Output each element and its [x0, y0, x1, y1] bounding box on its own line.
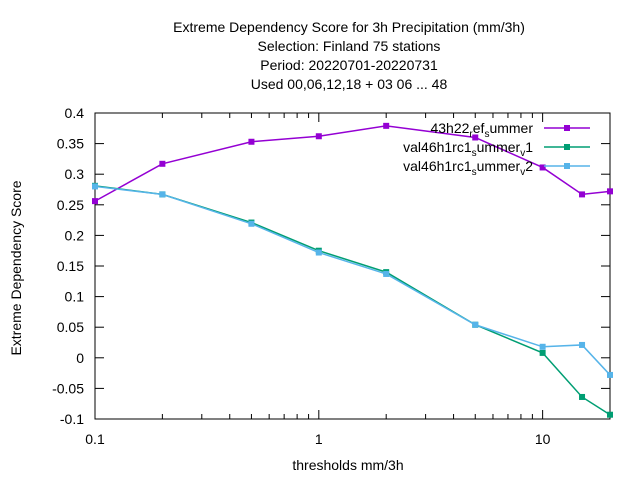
legend-swatch-marker — [564, 163, 570, 169]
y-axis-label: Extreme Dependency Score — [8, 180, 24, 355]
series-line — [94, 185, 611, 416]
legend-label-part: 1 — [525, 139, 533, 155]
data-point — [607, 188, 613, 195]
data-point — [539, 343, 546, 350]
data-point — [159, 160, 166, 167]
data-point — [579, 341, 586, 348]
legend: 43h22refsummerval46h1rc1summerv1val46h1r… — [403, 120, 590, 178]
legend-label-part: ef — [473, 120, 485, 136]
series-2 — [92, 182, 613, 418]
data-point — [472, 134, 479, 141]
data-point — [539, 349, 546, 356]
x-tick-label: 10 — [535, 431, 551, 447]
legend-label-part: ummer — [489, 120, 533, 136]
title-line: Selection: Finland 75 stations — [258, 38, 441, 54]
y-tick-label: 0.15 — [57, 258, 84, 274]
data-point — [579, 191, 586, 198]
x-tick-label: 0.1 — [85, 431, 105, 447]
legend-label-part: ummer — [477, 139, 521, 155]
data-point — [92, 198, 98, 205]
y-tick-label: -0.05 — [52, 380, 84, 396]
legend-label-part: v — [520, 148, 525, 159]
series-1 — [92, 122, 613, 205]
series-line — [94, 185, 611, 376]
y-tick-label: 0 — [76, 350, 84, 366]
y-tick-label: 0.05 — [57, 319, 84, 335]
legend-label-part: val46h1rc1 — [403, 158, 472, 174]
y-tick-label: 0.2 — [65, 227, 85, 243]
legend-label-part: r — [469, 129, 473, 140]
data-point — [315, 133, 322, 140]
data-point — [607, 371, 613, 378]
data-point — [472, 321, 479, 328]
chart-title: Extreme Dependency Score for 3h Precipit… — [173, 19, 525, 92]
data-point — [607, 411, 613, 418]
data-point — [248, 220, 255, 227]
legend-label-part: 2 — [525, 158, 533, 174]
legend-label: val46h1rc1summerv2 — [403, 158, 533, 178]
legend-swatch-marker — [564, 125, 570, 131]
x-axis: 0.1 1 10 — [85, 113, 611, 447]
series — [92, 122, 613, 418]
data-point — [383, 122, 390, 129]
data-point — [159, 191, 166, 198]
y-tick-label: 0.3 — [65, 166, 85, 182]
y-tick-label: 0.35 — [57, 136, 84, 152]
title-line: Extreme Dependency Score for 3h Precipit… — [173, 19, 525, 35]
legend-label-part: s — [484, 129, 489, 140]
y-axis: -0.1 -0.05 0 0.05 0.1 0.15 0.2 0.25 0.3 0.35 0.4 — [52, 105, 610, 427]
legend-label: 43h22refsummer — [430, 120, 533, 140]
data-point — [579, 393, 586, 400]
legend-label-part: 43h22 — [430, 120, 469, 136]
series-3 — [92, 183, 613, 378]
x-tick-label: 1 — [315, 431, 323, 447]
legend-label: val46h1rc1summerv1 — [403, 139, 533, 159]
data-point — [315, 249, 322, 256]
legend-label-part: v — [520, 167, 525, 178]
y-tick-label: 0.25 — [57, 197, 84, 213]
y-tick-label: -0.1 — [60, 411, 84, 427]
legend-swatch-marker — [564, 144, 570, 150]
legend-label-part: val46h1rc1 — [403, 139, 472, 155]
title-line: Period: 20220701-20220731 — [260, 57, 438, 73]
x-axis-label: thresholds mm/3h — [292, 457, 403, 473]
data-point — [248, 138, 255, 145]
data-point — [92, 183, 98, 190]
title-line: Used 00,06,12,18 + 03 06 ... 48 — [251, 76, 448, 92]
y-tick-label: 0.4 — [65, 105, 85, 121]
legend-label-part: ummer — [477, 158, 521, 174]
data-point — [539, 164, 546, 171]
data-point — [383, 270, 390, 277]
legend-label-part: s — [472, 167, 477, 178]
y-tick-label: 0.1 — [65, 289, 85, 305]
legend-label-part: s — [472, 148, 477, 159]
